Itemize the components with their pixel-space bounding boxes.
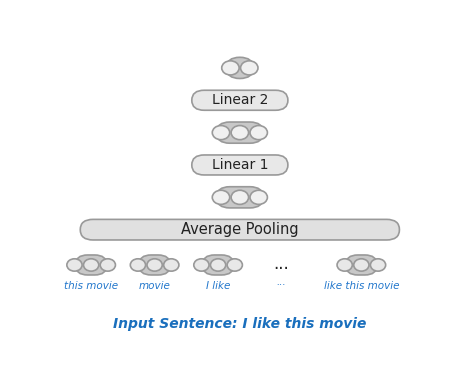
Circle shape <box>211 259 226 271</box>
Circle shape <box>241 61 258 75</box>
FancyBboxPatch shape <box>227 57 253 78</box>
FancyBboxPatch shape <box>192 90 288 110</box>
Circle shape <box>164 259 179 271</box>
Text: Linear 1: Linear 1 <box>212 158 268 172</box>
Circle shape <box>212 126 230 140</box>
Text: movie: movie <box>139 282 170 291</box>
FancyBboxPatch shape <box>75 255 107 275</box>
FancyBboxPatch shape <box>202 255 234 275</box>
Text: ...: ... <box>277 277 286 287</box>
FancyBboxPatch shape <box>345 255 377 275</box>
Circle shape <box>371 259 386 271</box>
Circle shape <box>130 259 146 271</box>
Text: Input Sentence: I like this movie: Input Sentence: I like this movie <box>113 317 366 331</box>
FancyBboxPatch shape <box>192 155 288 175</box>
Circle shape <box>222 61 239 75</box>
Circle shape <box>100 259 116 271</box>
Circle shape <box>83 259 99 271</box>
Circle shape <box>194 259 209 271</box>
Circle shape <box>147 259 162 271</box>
FancyBboxPatch shape <box>139 255 170 275</box>
Text: Linear 2: Linear 2 <box>212 93 268 107</box>
Circle shape <box>212 190 230 204</box>
Circle shape <box>67 259 82 271</box>
Circle shape <box>250 126 267 140</box>
FancyBboxPatch shape <box>80 219 400 240</box>
Text: ...: ... <box>274 254 289 272</box>
Text: I like: I like <box>206 282 230 291</box>
FancyBboxPatch shape <box>217 122 263 143</box>
Text: this movie: this movie <box>64 282 118 291</box>
FancyBboxPatch shape <box>217 187 263 208</box>
Circle shape <box>250 190 267 204</box>
Circle shape <box>227 259 242 271</box>
Text: like this movie: like this movie <box>323 282 399 291</box>
Text: Average Pooling: Average Pooling <box>181 222 299 237</box>
Circle shape <box>231 126 249 140</box>
Circle shape <box>337 259 352 271</box>
Circle shape <box>231 190 249 204</box>
Circle shape <box>354 259 369 271</box>
